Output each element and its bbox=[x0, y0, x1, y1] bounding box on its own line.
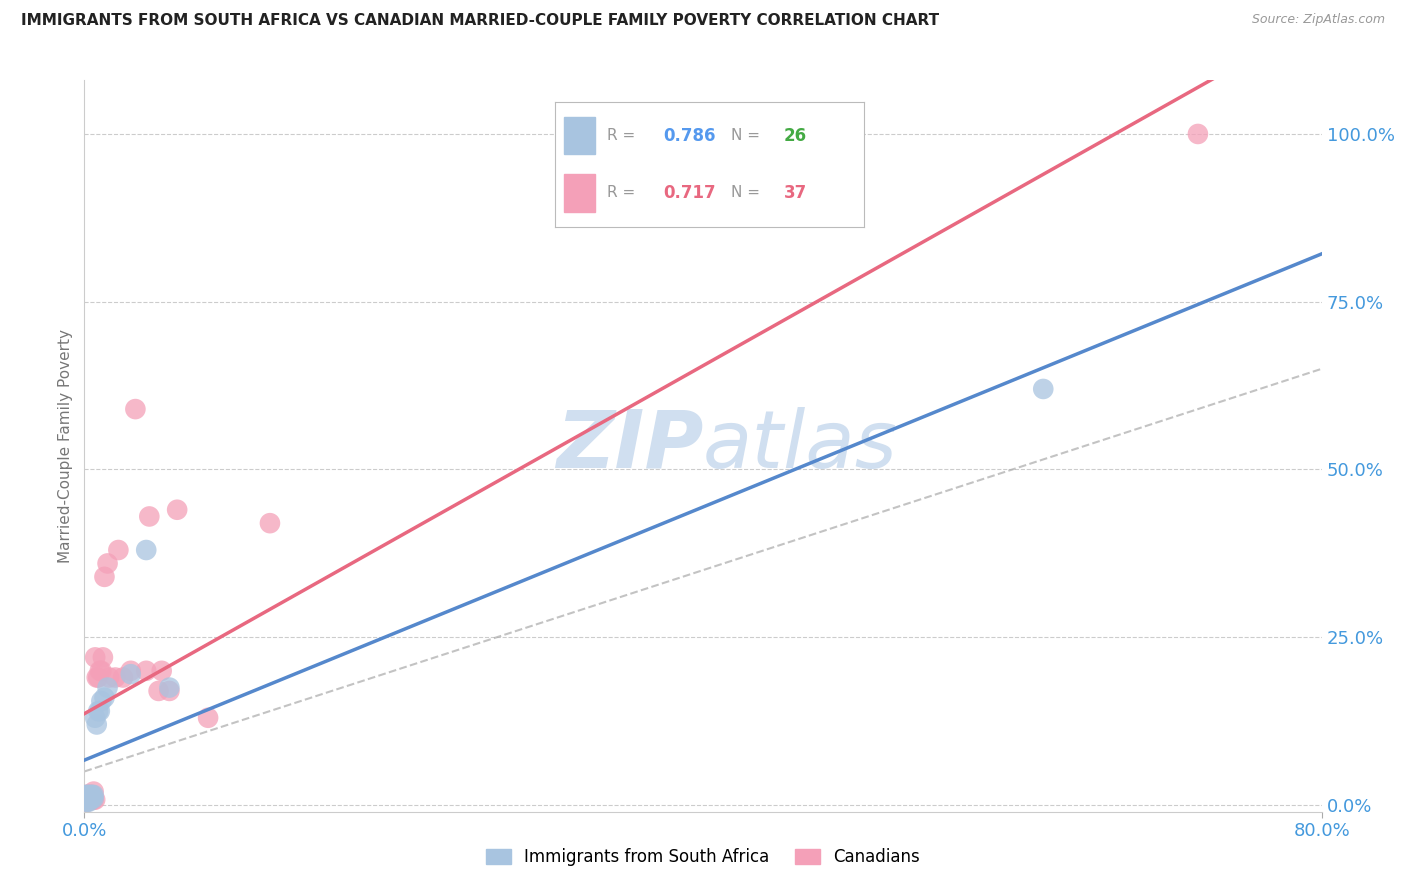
Point bbox=[98, 671, 121, 685]
Point bbox=[79, 792, 101, 806]
Point bbox=[90, 694, 112, 708]
Point bbox=[1187, 127, 1209, 141]
Point bbox=[82, 792, 104, 806]
Point bbox=[97, 681, 120, 695]
Point bbox=[79, 788, 101, 802]
Point bbox=[84, 650, 107, 665]
Point bbox=[91, 650, 114, 665]
Point bbox=[86, 717, 108, 731]
Point bbox=[84, 711, 107, 725]
Point bbox=[76, 791, 98, 805]
Point bbox=[90, 664, 112, 678]
Point bbox=[135, 543, 157, 558]
Point bbox=[76, 788, 98, 802]
Point bbox=[82, 788, 104, 802]
Point bbox=[75, 788, 97, 802]
Point bbox=[89, 704, 111, 718]
Point bbox=[259, 516, 281, 531]
Point bbox=[87, 704, 110, 718]
Point bbox=[79, 788, 101, 802]
Text: Source: ZipAtlas.com: Source: ZipAtlas.com bbox=[1251, 13, 1385, 27]
Point bbox=[82, 788, 104, 802]
Y-axis label: Married-Couple Family Poverty: Married-Couple Family Poverty bbox=[58, 329, 73, 563]
Text: ZIP: ZIP bbox=[555, 407, 703, 485]
Point bbox=[77, 791, 100, 805]
Point bbox=[138, 509, 160, 524]
Text: atlas: atlas bbox=[703, 407, 898, 485]
Point bbox=[107, 543, 129, 558]
Point bbox=[77, 788, 100, 802]
Point bbox=[83, 784, 105, 798]
Point bbox=[197, 711, 219, 725]
Point bbox=[75, 795, 97, 809]
Point bbox=[104, 671, 127, 685]
Point bbox=[75, 788, 97, 802]
Point bbox=[84, 792, 107, 806]
Point bbox=[75, 791, 97, 805]
Point bbox=[76, 795, 98, 809]
Point bbox=[120, 664, 142, 678]
Point bbox=[76, 795, 98, 809]
Point bbox=[93, 690, 115, 705]
Point bbox=[150, 664, 173, 678]
Legend: Immigrants from South Africa, Canadians: Immigrants from South Africa, Canadians bbox=[479, 841, 927, 873]
Point bbox=[83, 788, 105, 802]
Point bbox=[76, 788, 98, 802]
Text: IMMIGRANTS FROM SOUTH AFRICA VS CANADIAN MARRIED-COUPLE FAMILY POVERTY CORRELATI: IMMIGRANTS FROM SOUTH AFRICA VS CANADIAN… bbox=[21, 13, 939, 29]
Point bbox=[1032, 382, 1054, 396]
Point bbox=[159, 681, 181, 695]
Point bbox=[87, 671, 110, 685]
Point bbox=[124, 402, 146, 417]
Point bbox=[86, 671, 108, 685]
Point bbox=[75, 791, 97, 805]
Point bbox=[77, 792, 100, 806]
Point bbox=[77, 795, 100, 809]
Point bbox=[83, 791, 105, 805]
Point bbox=[83, 792, 105, 806]
Point bbox=[135, 664, 157, 678]
Point bbox=[75, 795, 97, 809]
Point bbox=[97, 557, 120, 571]
Point bbox=[120, 667, 142, 681]
Point bbox=[89, 664, 111, 678]
Point bbox=[79, 791, 101, 805]
Point bbox=[166, 502, 188, 516]
Point bbox=[77, 788, 100, 802]
Point bbox=[82, 791, 104, 805]
Point bbox=[112, 671, 135, 685]
Point bbox=[159, 684, 181, 698]
Point bbox=[148, 684, 170, 698]
Point bbox=[93, 570, 115, 584]
